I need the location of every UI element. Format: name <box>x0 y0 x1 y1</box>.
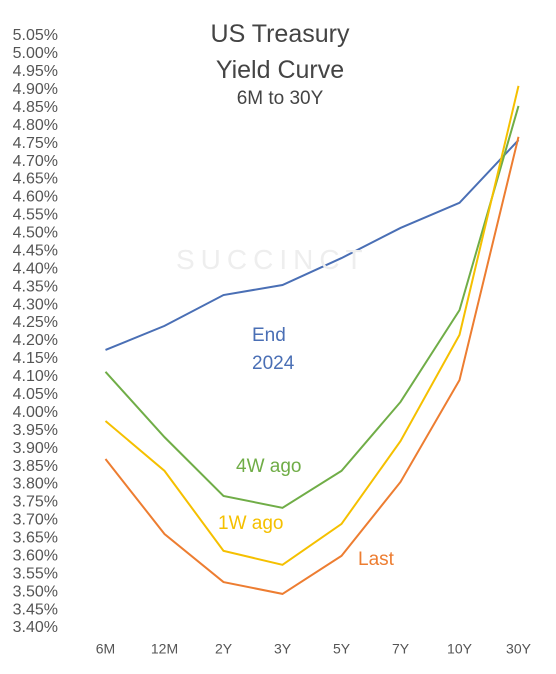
y-tick-label: 4.75% <box>13 135 58 152</box>
y-tick-label: 3.65% <box>13 530 58 547</box>
y-tick-label: 5.00% <box>13 45 58 62</box>
x-tick-label: 30Y <box>506 641 532 657</box>
y-tick-label: 3.50% <box>13 583 58 600</box>
x-tick-label: 10Y <box>447 641 473 657</box>
x-tick-label: 3Y <box>274 641 292 657</box>
series-label: End 2024 <box>252 325 295 374</box>
series-line <box>104 136 520 595</box>
y-tick-label: 3.85% <box>13 458 58 475</box>
series-line <box>104 105 520 509</box>
y-tick-label: 5.05% <box>13 27 58 44</box>
y-tick-label: 4.15% <box>13 350 58 367</box>
x-tick-label: 5Y <box>333 641 351 657</box>
x-tick-label: 2Y <box>215 641 233 657</box>
y-tick-label: 3.45% <box>13 601 58 618</box>
y-tick-label: 3.75% <box>13 494 58 511</box>
y-tick-label: 4.60% <box>13 189 58 206</box>
y-tick-label: 4.10% <box>13 368 58 385</box>
y-tick-label: 4.20% <box>13 332 58 349</box>
y-tick-label: 3.55% <box>13 565 58 582</box>
series-line <box>105 139 520 351</box>
y-tick-label: 3.40% <box>13 619 58 636</box>
y-tick-label: 4.35% <box>13 278 58 295</box>
x-tick-label: 6M <box>96 641 115 657</box>
chart-title: US Treasury Yield Curve <box>210 20 350 84</box>
y-tick-label: 4.55% <box>13 207 58 224</box>
y-tick-label: 4.65% <box>13 171 58 188</box>
y-tick-label: 3.70% <box>13 512 58 529</box>
y-tick-label: 4.45% <box>13 242 58 259</box>
y-tick-label: 4.00% <box>13 404 58 421</box>
y-tick-label: 4.95% <box>13 63 58 80</box>
y-tick-label: 4.50% <box>13 225 58 242</box>
y-tick-label: 3.90% <box>13 440 58 457</box>
series-label: 4W ago <box>236 456 302 477</box>
y-tick-label: 4.05% <box>13 386 58 403</box>
y-tick-label: 4.25% <box>13 314 58 331</box>
y-tick-label: 4.80% <box>13 117 58 134</box>
y-tick-label: 4.30% <box>13 296 58 313</box>
chart-subtitle: 6M to 30Y <box>236 88 324 109</box>
series-label: Last <box>358 549 394 570</box>
watermark: SUCCINCT <box>176 244 369 275</box>
x-tick-label: 12M <box>151 641 178 657</box>
y-tick-label: 4.40% <box>13 260 58 277</box>
y-tick-label: 4.70% <box>13 153 58 170</box>
y-tick-label: 4.85% <box>13 99 58 116</box>
y-tick-label: 4.90% <box>13 81 58 98</box>
y-tick-label: 3.80% <box>13 476 58 493</box>
x-tick-label: 7Y <box>392 641 410 657</box>
series-line <box>104 85 520 566</box>
y-tick-label: 3.60% <box>13 547 58 564</box>
y-tick-label: 3.95% <box>13 422 58 439</box>
series-label: 1W ago <box>218 513 284 534</box>
